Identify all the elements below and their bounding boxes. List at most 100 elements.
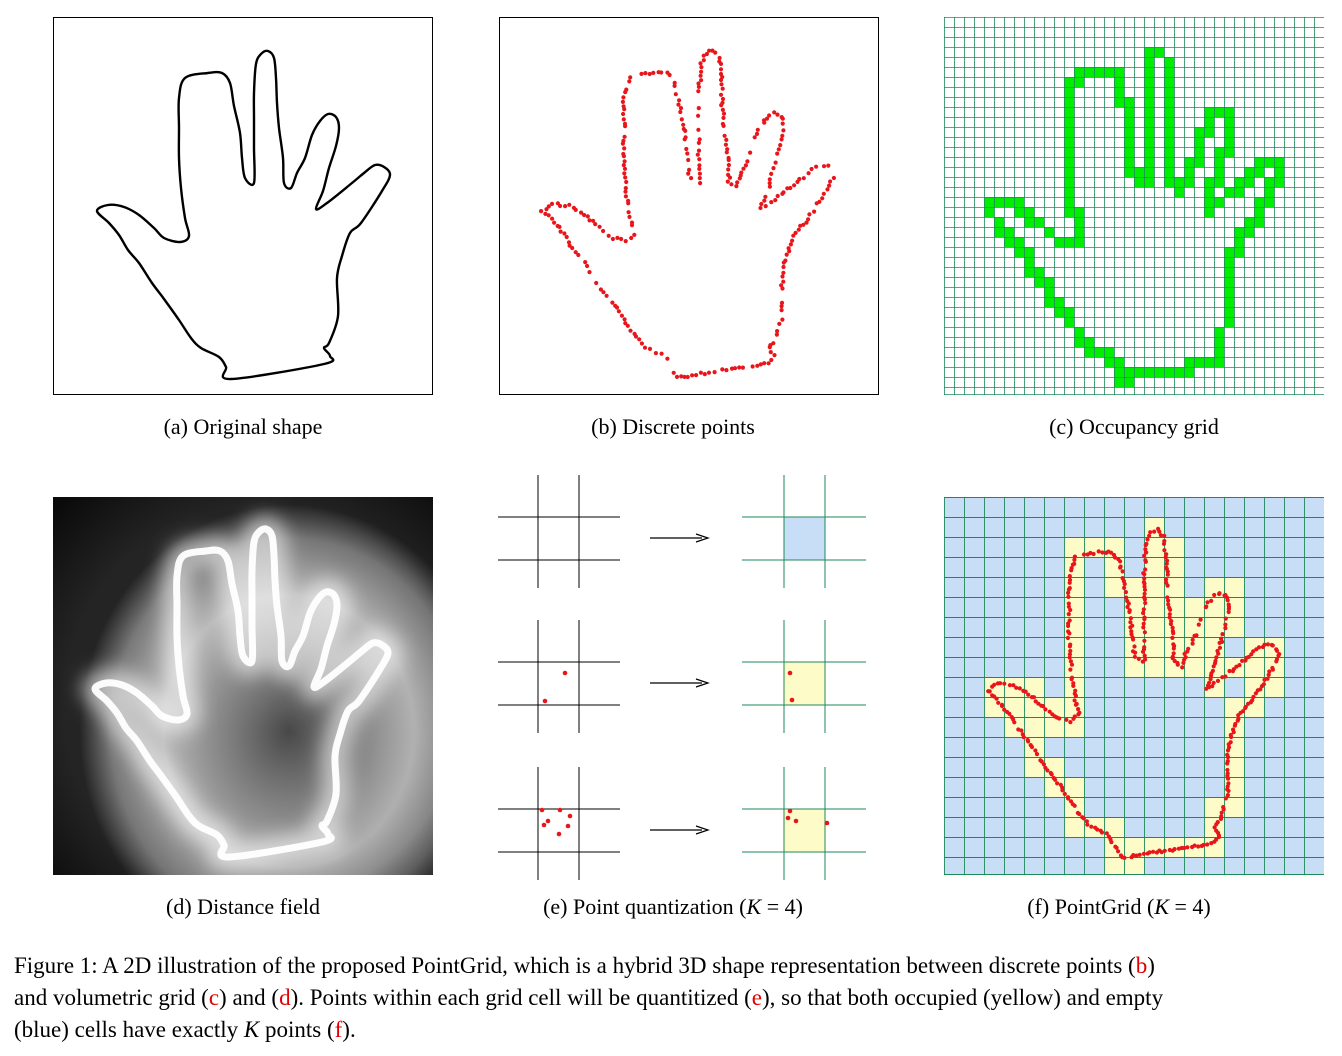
occupied-cell: [1034, 267, 1044, 277]
occupied-cell: [1064, 87, 1074, 97]
occupied-cell: [1224, 117, 1234, 127]
ref-c[interactable]: c: [208, 985, 220, 1010]
discrete-point: [622, 159, 627, 164]
ref-b[interactable]: b: [1135, 953, 1148, 978]
ref-f[interactable]: f: [334, 1017, 343, 1042]
quant-arrow-head: [695, 678, 710, 688]
pointgrid-point: [1072, 803, 1077, 808]
discrete-point: [699, 69, 704, 74]
pointgrid-point: [1019, 728, 1024, 733]
discrete-point: [571, 205, 576, 210]
occupied-cell: [1064, 167, 1074, 177]
discrete-point: [686, 157, 691, 163]
occupied-cell: [1244, 657, 1264, 677]
discrete-point: [788, 242, 793, 247]
occupied-cell: [1044, 777, 1064, 797]
pointgrid-point: [1045, 768, 1050, 773]
occupied-cell: [1234, 177, 1244, 187]
occupied-cell: [1014, 207, 1024, 217]
pointgrid-point: [1220, 675, 1225, 680]
pointgrid-plot: [944, 497, 1324, 875]
discrete-point: [790, 238, 795, 243]
pointgrid-point: [1219, 810, 1224, 815]
pointgrid-point: [1134, 853, 1139, 858]
discrete-point: [766, 361, 771, 366]
pointgrid-point: [1089, 824, 1094, 829]
pointgrid-point: [1212, 592, 1217, 598]
occupied-cell: [1194, 357, 1204, 367]
occupied-cell: [1074, 67, 1084, 77]
quant-point-before: [542, 698, 548, 704]
occupied-cell: [984, 197, 994, 207]
discrete-point: [626, 210, 631, 215]
pointgrid-point: [999, 703, 1005, 709]
occupied-cell: [1054, 307, 1064, 317]
pointgrid-point: [1120, 569, 1125, 574]
discrete-point: [783, 258, 788, 263]
occupied-cell: [1114, 77, 1124, 87]
occupied-cell: [1134, 177, 1144, 187]
occupied-cell: [1094, 67, 1104, 77]
discrete-point: [585, 263, 590, 269]
caption-c: (c) Occupancy grid: [1049, 414, 1219, 439]
pointgrid-point: [1141, 621, 1146, 626]
discrete-point: [673, 92, 678, 97]
pointgrid-point: [1181, 660, 1186, 665]
pointgrid-point: [1170, 625, 1175, 630]
pointgrid-point: [1066, 623, 1071, 629]
ref-d[interactable]: d: [279, 985, 291, 1010]
occupied-cell: [1124, 367, 1134, 377]
discrete-point: [767, 177, 772, 182]
occupied-cell: [1144, 657, 1164, 677]
discrete-point: [697, 166, 702, 171]
discrete-point: [795, 179, 800, 184]
pointgrid-point: [1096, 549, 1101, 554]
discrete-point: [627, 79, 632, 84]
pointgrid-point: [1180, 665, 1185, 670]
occupied-cell: [1064, 817, 1084, 837]
occupied-cell: [1214, 147, 1224, 157]
discrete-point: [726, 172, 731, 177]
occupied-cell: [1064, 157, 1074, 167]
pointgrid-point: [1225, 771, 1230, 776]
pointgrid-point: [1164, 552, 1169, 557]
discrete-point: [620, 141, 625, 146]
occupied-cell: [1164, 837, 1184, 857]
pointgrid-point: [1261, 682, 1266, 687]
discrete-point: [610, 300, 615, 305]
discrete-point: [593, 222, 598, 227]
occupied-cell: [1114, 97, 1124, 107]
pointgrid-point: [1274, 657, 1280, 662]
ref-e[interactable]: e: [751, 985, 762, 1010]
occupied-cell: [1034, 277, 1044, 287]
discrete-point: [718, 71, 724, 77]
pointgrid-point: [1214, 837, 1219, 842]
pointgrid-point: [1127, 608, 1132, 613]
occupied-cell: [1254, 167, 1264, 177]
discrete-point: [566, 240, 572, 245]
pointgrid-point: [1142, 572, 1147, 577]
quant-point-before: [545, 818, 551, 824]
discrete-point: [696, 106, 701, 111]
occupied-cell: [1144, 577, 1164, 597]
pointgrid-point: [1116, 849, 1121, 854]
discrete-point: [598, 287, 603, 292]
discrete-point: [762, 361, 767, 366]
pointgrid-point: [1217, 591, 1222, 597]
occupied-cell: [1064, 177, 1074, 187]
pointgrid-point: [1203, 605, 1208, 610]
occupied-cell: [1124, 167, 1134, 177]
panel-discrete-points: [499, 17, 879, 395]
occupied-cell: [1064, 317, 1074, 327]
quant-point-before: [539, 807, 545, 813]
occupied-cell: [1144, 617, 1164, 637]
occupied-cell: [1124, 837, 1144, 857]
pointgrid-point: [1204, 686, 1209, 691]
pointgrid-point: [1147, 533, 1152, 538]
pointgrid-point: [1164, 580, 1169, 585]
pointgrid-point: [1165, 558, 1170, 563]
pointgrid-point: [1141, 610, 1146, 616]
pointgrid-point: [1142, 576, 1147, 581]
occupied-cell: [1114, 67, 1124, 77]
discrete-point: [722, 133, 727, 138]
